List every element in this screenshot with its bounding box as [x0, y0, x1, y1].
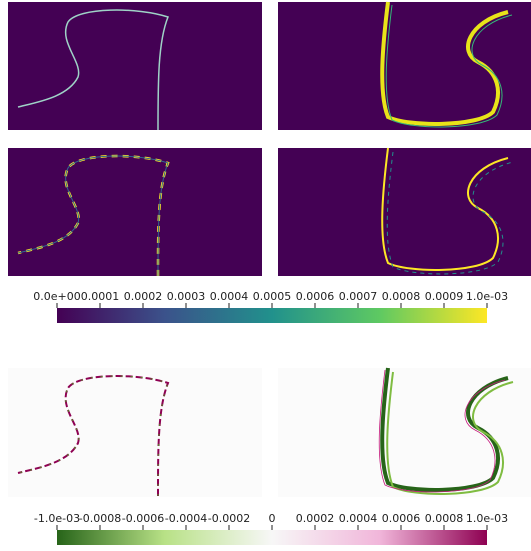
tick-label: 1.0e-03 — [466, 290, 508, 303]
tick-label: 0 — [269, 512, 276, 525]
field-panel — [8, 2, 262, 130]
tick-label: 1.0e-03 — [466, 512, 508, 525]
tick-label: 0.0007 — [339, 290, 378, 303]
field-panel — [278, 148, 531, 276]
field-panel — [8, 368, 262, 497]
tick-label: -1.0e-03 — [34, 512, 80, 525]
tick-label: 0.0009 — [425, 290, 464, 303]
tick-label: 0.0001 — [81, 290, 120, 303]
colorbar — [57, 308, 487, 323]
tick-label: 0.0004 — [339, 512, 378, 525]
tick-label: 0.0008 — [382, 290, 421, 303]
tick-label: 0.0e+00 — [33, 290, 80, 303]
tick-label: 0.0006 — [382, 512, 421, 525]
tick-label: -0.0002 — [208, 512, 250, 525]
tick-label: 0.0005 — [253, 290, 292, 303]
field-panel — [278, 2, 531, 130]
tick-label: 0.0004 — [210, 290, 249, 303]
tick-label: -0.0004 — [165, 512, 207, 525]
field-panel — [278, 368, 531, 497]
figure: 0.0e+000.0001 0.0002 0.0003 0.0004 0.0005 0.0… — [0, 0, 531, 547]
tick-label: 0.0002 — [296, 512, 335, 525]
tick-label: 0.0008 — [425, 512, 464, 525]
tick-label: 0.0002 — [124, 290, 163, 303]
colorbar — [57, 530, 487, 545]
tick-label: -0.0008 — [79, 512, 121, 525]
tick-label: 0.0003 — [167, 290, 206, 303]
tick-label: 0.0006 — [296, 290, 335, 303]
field-panel — [8, 148, 262, 276]
tick-label: -0.0006 — [122, 512, 164, 525]
